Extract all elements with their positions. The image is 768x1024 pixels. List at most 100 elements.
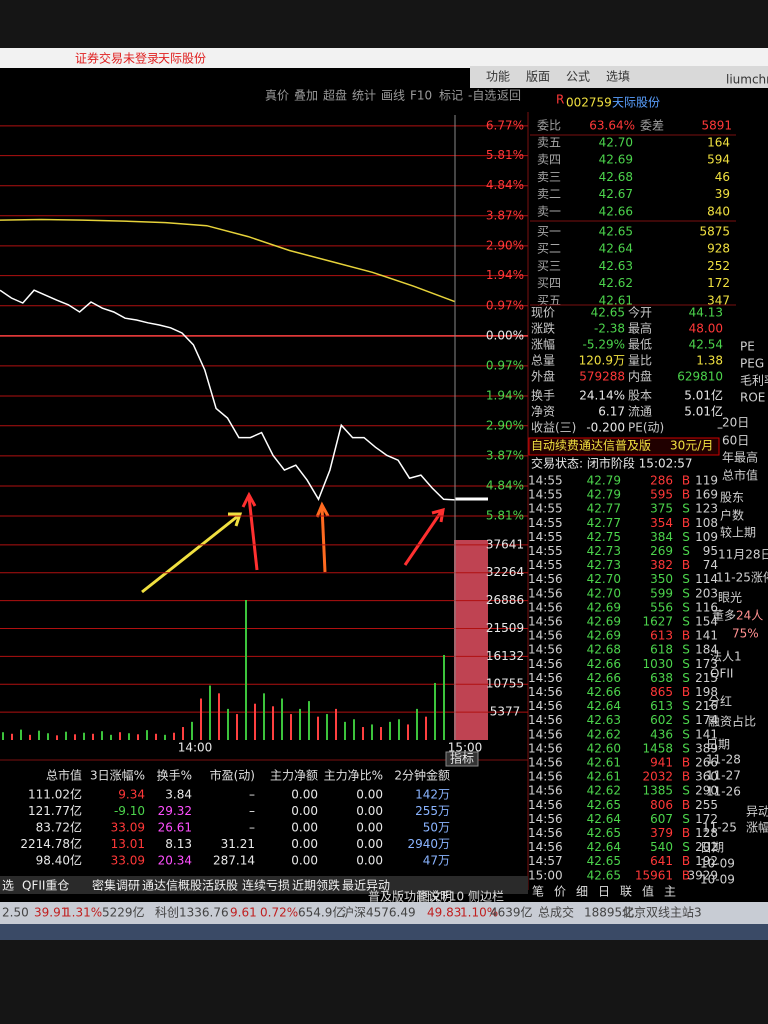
tick-count: 169 [695, 488, 718, 502]
tick-count: 266 [695, 756, 718, 770]
tick-volume: 607 [650, 812, 673, 826]
tab: QFII重仓 [22, 879, 69, 893]
side-item: 日期 [700, 841, 724, 855]
quote-label: 涨幅 [531, 337, 555, 352]
volume-tick-label: 10755 [486, 677, 524, 691]
tick-count: 360 [695, 770, 718, 784]
side-item: 较上期 [720, 525, 756, 540]
volume-bar [128, 733, 130, 740]
tick-side: B [682, 770, 690, 784]
side-item: PEG [740, 357, 764, 371]
table-cell: 287.14 [213, 854, 255, 868]
book-price: 42.69 [599, 153, 633, 167]
tick-volume: 375 [650, 502, 673, 516]
side-item: 75% [732, 627, 759, 641]
banner: 自动续费通达信普及版 [531, 439, 651, 453]
tick-side: B [682, 488, 690, 502]
tick-side: S [682, 727, 690, 741]
tick-volume: 2032 [642, 770, 673, 784]
tick-count: 255 [695, 798, 718, 812]
book-label: 卖四 [537, 153, 561, 167]
toolbar-item: 画线 [381, 89, 405, 103]
tick-price: 42.77 [587, 502, 621, 516]
table-cell: 26.61 [158, 821, 192, 835]
y-tick-label: 3.87% [486, 208, 524, 222]
toolbar-item: 超盘 [323, 88, 347, 103]
table-cell: 121.77亿 [28, 803, 82, 818]
column-header: 主力净额 [270, 769, 318, 783]
tick-volume: 269 [650, 544, 673, 558]
quote-label: 现价 [531, 306, 555, 320]
volume-bar [353, 719, 355, 740]
volume-bar [254, 703, 256, 740]
volume-bar [398, 719, 400, 740]
volume-bar [281, 698, 283, 740]
tick-volume: 382 [650, 558, 673, 572]
volume-bar [164, 734, 166, 740]
book-label: 买二 [537, 242, 561, 256]
tick-time: 15:00 [528, 868, 563, 882]
tab-bar [0, 876, 528, 894]
volume-bar [11, 733, 13, 740]
tick-volume: 865 [650, 685, 673, 699]
status-item: 4639亿 [490, 905, 533, 920]
diff-label: 委差 [640, 119, 664, 133]
table-cell: 98.40亿 [36, 853, 82, 868]
tick-side: S [682, 643, 690, 657]
column-header: 总市值 [46, 768, 82, 783]
tick-count: 109 [695, 530, 718, 544]
book-volume: 594 [707, 153, 730, 167]
side-item: PE [740, 340, 755, 354]
tick-price: 42.79 [587, 488, 621, 502]
tick-side: S [682, 600, 690, 614]
quote-label: 量比 [628, 354, 652, 368]
menu-item[interactable]: 版面 [526, 70, 550, 84]
tick-count: 198 [695, 685, 718, 699]
toolbar-item: 返回 [497, 89, 521, 103]
tick-side: S [682, 840, 690, 854]
quote-value: – [717, 421, 723, 435]
detail-tab: 值 [642, 884, 654, 899]
quote-label: 外盘 [531, 369, 555, 384]
quote-label: PE(动) [628, 421, 664, 435]
volume-bar [47, 733, 49, 740]
quote-value: 44.13 [689, 306, 723, 320]
status-item: 5229亿 [102, 905, 145, 920]
menu-item[interactable]: 公式 [566, 70, 590, 84]
tick-time: 14:56 [528, 572, 563, 586]
indicator-button[interactable] [445, 751, 479, 767]
tick-side: S [682, 502, 690, 516]
tick-time: 14:56 [528, 600, 563, 614]
quote-label: 最高 [628, 321, 652, 336]
side-item: 户数 [720, 508, 744, 523]
menu-item[interactable]: 选填 [606, 70, 630, 84]
menu-item[interactable]: 功能 [486, 70, 510, 84]
side-item: 60日 [722, 434, 749, 448]
tick-count: 114 [695, 572, 718, 586]
side-item: 11-25 [702, 821, 737, 835]
volume-bar [299, 708, 301, 740]
y-tick-label: 0.00% [486, 328, 524, 342]
tab: 选 [2, 879, 14, 893]
volume-bar [74, 734, 76, 740]
y-tick-label: 6.77% [486, 118, 524, 132]
book-volume: 347 [707, 293, 730, 307]
table-cell: 0.00 [356, 837, 383, 851]
book-price: 42.66 [599, 204, 633, 218]
book-volume: 39 [715, 187, 730, 201]
volume-bar [416, 708, 418, 740]
quote-value: -0.200 [586, 421, 625, 435]
tick-volume: 641 [650, 854, 673, 868]
tick-count: 203 [695, 586, 718, 600]
tab: 活跃股 [202, 879, 238, 893]
tick-time: 14:56 [528, 770, 563, 784]
tick-count: 154 [695, 615, 718, 629]
display [0, 48, 768, 940]
book-volume: 164 [707, 136, 730, 150]
tick-volume: 1458 [642, 741, 673, 755]
status-item: 18895亿 [584, 905, 634, 920]
tick-time: 14:55 [528, 530, 563, 544]
tab: 最近异动 [342, 879, 390, 893]
tick-price: 42.73 [587, 544, 621, 558]
